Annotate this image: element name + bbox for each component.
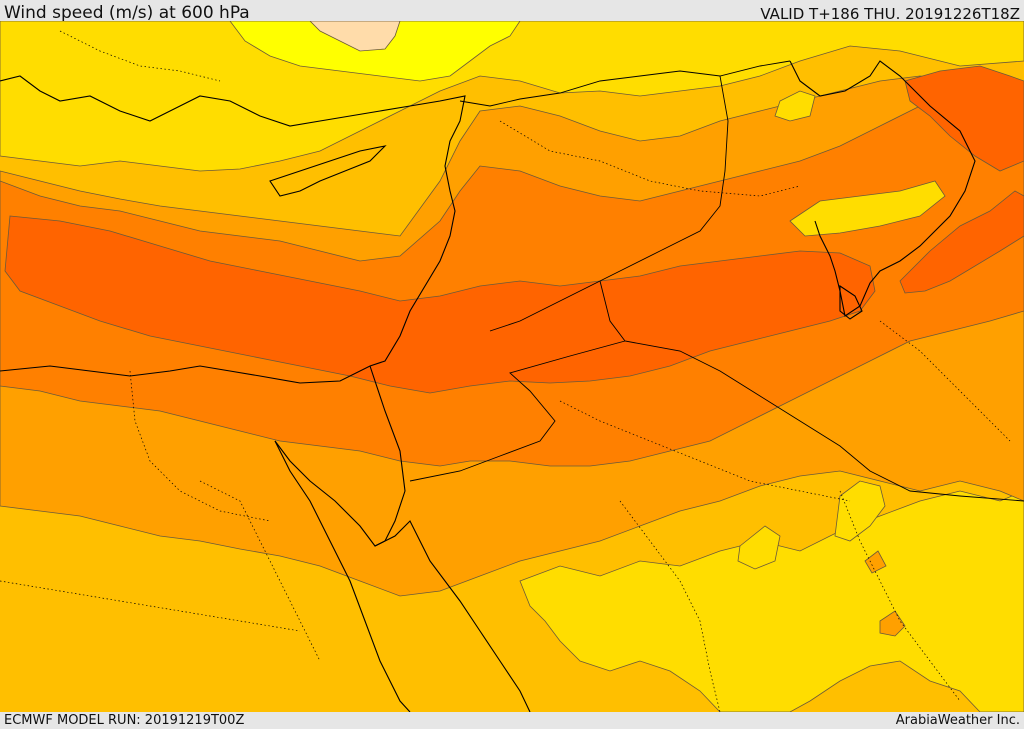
internal-boundaries — [0, 30, 1011, 712]
wind-band-orange — [0, 95, 1024, 467]
wind-band-yellow-patch-mid — [737, 525, 781, 570]
wind-band-light-yellow — [229, 21, 521, 82]
credit-label: ArabiaWeather Inc. — [895, 713, 1020, 728]
wind-band-yellow-north — [0, 21, 1024, 172]
wind-speed-map[interactable] — [0, 21, 1024, 712]
wind-band-deep-orange-east — [899, 190, 1024, 294]
valid-time-label: VALID T+186 THU. 20191226T18Z — [760, 5, 1020, 23]
wind-band-deep-orange-ne — [904, 65, 1024, 172]
country-borders — [409, 60, 1024, 502]
wind-patch-yellow-1 — [774, 90, 816, 122]
coastlines — [0, 60, 976, 712]
wind-band-deep-orange — [4, 215, 876, 394]
map-title: Wind speed (m/s) at 600 hPa — [4, 3, 250, 23]
wind-band-yellow-south — [519, 490, 1024, 712]
footer-bar: ECMWF MODEL RUN: 20191219T00Z ArabiaWeat… — [0, 712, 1024, 729]
map-canvas — [0, 21, 1024, 712]
wind-patch-amber-2 — [864, 550, 887, 574]
wind-band-peach — [309, 21, 401, 52]
header-bar: Wind speed (m/s) at 600 hPa VALID T+186 … — [0, 0, 1024, 23]
model-run-label: ECMWF MODEL RUN: 20191219T00Z — [4, 713, 245, 728]
wind-patch-yellow-2 — [789, 180, 946, 237]
wind-patch-amber-1 — [879, 610, 906, 637]
wind-band-yellow-patch-east — [834, 480, 886, 542]
